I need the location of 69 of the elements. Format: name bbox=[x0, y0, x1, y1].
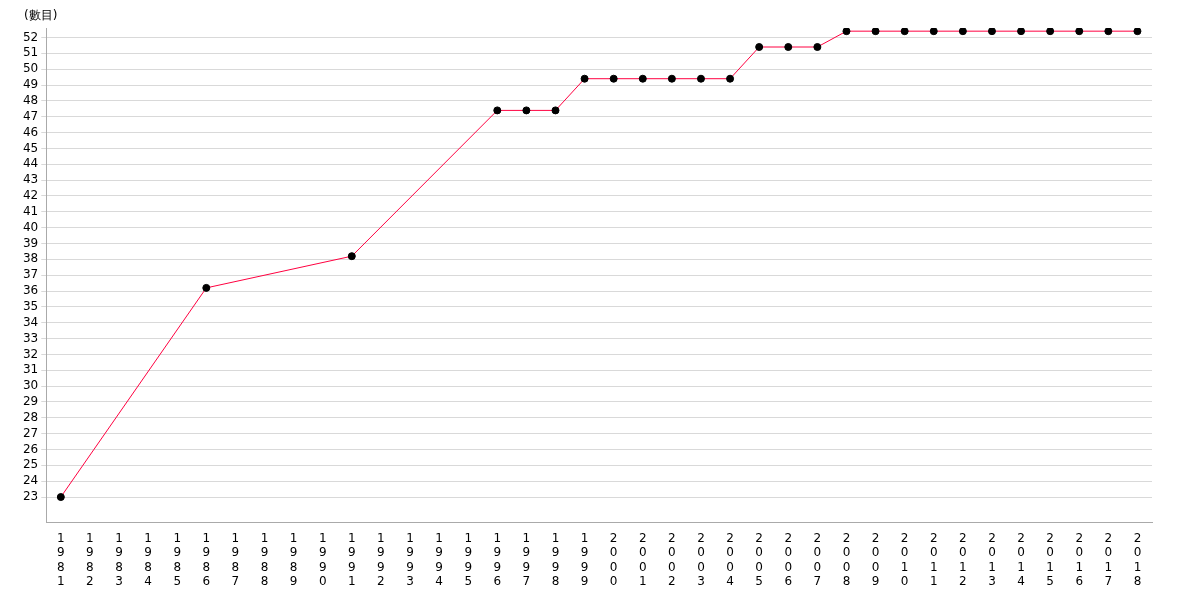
x-tick-label: 1989 bbox=[289, 530, 298, 588]
x-tick-label: 2011 bbox=[929, 530, 938, 588]
x-tick-label: 1985 bbox=[173, 530, 182, 588]
x-tick-label: 1993 bbox=[406, 530, 414, 588]
y-tick-label: 49 bbox=[22, 77, 39, 92]
x-tick-label: 2017 bbox=[1104, 530, 1113, 588]
y-tick-label: 29 bbox=[22, 394, 39, 409]
y-tick-label: 28 bbox=[22, 409, 39, 424]
x-tick-label: 1995 bbox=[464, 530, 473, 588]
y-tick-label: 33 bbox=[22, 330, 39, 345]
x-tick-label: 1983 bbox=[115, 530, 123, 588]
y-tick-label: 51 bbox=[22, 45, 39, 60]
x-tick-label: 1992 bbox=[377, 530, 385, 588]
x-tick-label: 1982 bbox=[86, 530, 94, 588]
y-tick-label: 43 bbox=[22, 172, 39, 187]
y-tick-label: 25 bbox=[22, 457, 39, 472]
x-tick-label: 1999 bbox=[580, 530, 589, 588]
y-tick-label: 47 bbox=[22, 108, 39, 123]
x-tick-label: 2018 bbox=[1133, 530, 1142, 588]
x-tick-label: 1997 bbox=[522, 530, 531, 588]
x-tick-label: 2004 bbox=[726, 530, 734, 588]
y-tick-label: 34 bbox=[22, 314, 39, 329]
x-tick-label: 2002 bbox=[668, 530, 676, 588]
y-tick-label: 30 bbox=[22, 378, 39, 393]
y-tick-label: 24 bbox=[22, 473, 39, 488]
x-tick-label: 2006 bbox=[784, 530, 793, 588]
x-tick-label: 2007 bbox=[813, 530, 822, 588]
y-tick-label: 44 bbox=[22, 156, 39, 171]
x-tick-label: 2003 bbox=[697, 530, 705, 588]
x-tick-label: 2008 bbox=[842, 530, 851, 588]
x-tick-label: 1987 bbox=[231, 530, 240, 588]
x-tick-label: 2010 bbox=[900, 530, 909, 588]
x-tick-label: 2016 bbox=[1075, 530, 1084, 588]
y-tick-label: 23 bbox=[22, 489, 39, 504]
y-tick-label: 45 bbox=[22, 140, 39, 155]
x-tick-label: 1998 bbox=[551, 530, 560, 588]
x-tick-label: 1996 bbox=[493, 530, 502, 588]
x-tick-label: 2001 bbox=[638, 530, 647, 588]
y-tick-label: 36 bbox=[22, 283, 39, 298]
y-axis-title: (數目) bbox=[24, 8, 58, 23]
x-tick-label: 1991 bbox=[347, 530, 356, 588]
y-tick-label: 35 bbox=[22, 299, 39, 314]
x-tick-label: 2014 bbox=[1017, 530, 1025, 588]
y-tick-label: 37 bbox=[22, 267, 39, 282]
x-tick-label: 1984 bbox=[144, 530, 152, 588]
y-tick-label: 31 bbox=[22, 362, 39, 377]
y-tick-label: 52 bbox=[22, 29, 39, 44]
y-tick-label: 41 bbox=[22, 203, 39, 218]
x-tick-label: 1988 bbox=[260, 530, 269, 588]
y-tick-label: 39 bbox=[22, 235, 39, 250]
x-tick-label: 2015 bbox=[1046, 530, 1054, 588]
x-tick-label: 2000 bbox=[609, 530, 618, 588]
y-tick-label: 48 bbox=[22, 93, 39, 108]
x-tick-label: 1981 bbox=[57, 530, 65, 588]
y-tick-label: 42 bbox=[22, 188, 39, 203]
y-tick-label: 38 bbox=[22, 251, 39, 266]
y-tick-label: 26 bbox=[22, 441, 39, 456]
y-tick-label: 40 bbox=[22, 219, 39, 234]
x-tick-label: 1986 bbox=[202, 530, 211, 588]
x-tick-label: 1994 bbox=[435, 530, 443, 588]
y-tick-label: 32 bbox=[22, 346, 39, 361]
y-tick-label: 27 bbox=[22, 425, 39, 440]
x-tick-label: 2012 bbox=[959, 530, 967, 588]
y-tick-label: 46 bbox=[22, 124, 39, 139]
x-tick-label: 2005 bbox=[755, 530, 763, 588]
x-tick-label: 2009 bbox=[871, 530, 880, 588]
y-tick-label: 50 bbox=[22, 61, 39, 76]
x-tick-label: 2013 bbox=[988, 530, 996, 588]
x-tick-label: 1990 bbox=[318, 530, 327, 588]
